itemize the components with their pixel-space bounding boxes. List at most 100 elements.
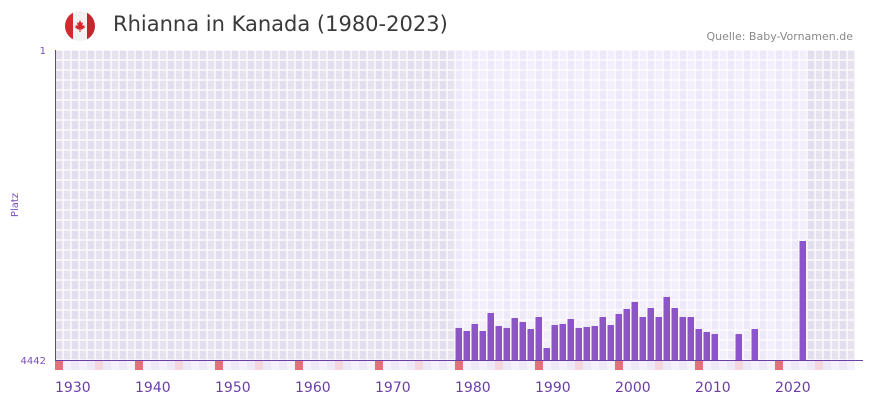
decade-marker <box>335 361 343 370</box>
decade-marker <box>695 361 703 370</box>
year-marker-cell <box>463 361 471 370</box>
year-column <box>479 50 487 360</box>
bar-1994 <box>567 319 574 360</box>
year-column <box>87 50 95 360</box>
year-marker-cell <box>71 361 79 370</box>
bar-1986 <box>503 327 510 360</box>
year-column <box>327 50 335 360</box>
year-column <box>719 50 727 360</box>
year-column <box>151 50 159 360</box>
year-column <box>239 50 247 360</box>
year-column <box>79 50 87 360</box>
year-marker-cell <box>511 361 519 370</box>
decade-marker <box>575 361 583 370</box>
year-column <box>55 50 63 360</box>
x-tick-label: 1960 <box>295 380 331 396</box>
year-column <box>687 50 695 360</box>
bar-1987 <box>511 317 518 360</box>
year-marker-cell <box>63 361 71 370</box>
year-column <box>399 50 407 360</box>
year-marker-cell <box>503 361 511 370</box>
decade-marker <box>415 361 423 370</box>
year-column <box>695 50 703 360</box>
chart-title: Rhianna in Kanada (1980-2023) <box>113 12 448 36</box>
year-column <box>407 50 415 360</box>
decade-marker <box>95 361 103 370</box>
year-column <box>391 50 399 360</box>
year-marker-cell <box>279 361 287 370</box>
year-column <box>255 50 263 360</box>
bar-2009 <box>687 317 694 360</box>
year-marker-cell <box>191 361 199 370</box>
bar-2004 <box>647 307 654 360</box>
year-column <box>199 50 207 360</box>
year-marker-cell <box>823 361 831 370</box>
year-marker-cell <box>327 361 335 370</box>
year-marker-cell <box>151 361 159 370</box>
year-column <box>511 50 519 360</box>
year-marker-cell <box>767 361 775 370</box>
year-column <box>223 50 231 360</box>
year-marker-cell <box>383 361 391 370</box>
year-marker-cell <box>719 361 727 370</box>
year-marker-cell <box>743 361 751 370</box>
year-column <box>135 50 143 360</box>
bar-1988 <box>519 322 526 360</box>
year-column <box>647 50 655 360</box>
year-column <box>279 50 287 360</box>
decade-marker <box>295 361 303 370</box>
year-column <box>519 50 527 360</box>
year-column <box>599 50 607 360</box>
bar-2006 <box>663 296 670 360</box>
year-marker-cell <box>671 361 679 370</box>
year-column <box>231 50 239 360</box>
year-marker-cell <box>359 361 367 370</box>
year-marker-cell <box>439 361 447 370</box>
bar-2001 <box>623 308 630 360</box>
year-marker-cell <box>607 361 615 370</box>
decade-marker <box>655 361 663 370</box>
year-column <box>527 50 535 360</box>
decade-marker <box>495 361 503 370</box>
year-column <box>143 50 151 360</box>
year-marker-cell <box>119 361 127 370</box>
year-column <box>215 50 223 360</box>
year-column <box>335 50 343 360</box>
year-marker-cell <box>239 361 247 370</box>
x-tick-label: 1990 <box>535 380 571 396</box>
year-marker-cell <box>167 361 175 370</box>
bar-2005 <box>655 317 662 360</box>
year-column <box>103 50 111 360</box>
year-marker-cell <box>111 361 119 370</box>
decade-marker <box>215 361 223 370</box>
x-tick-label: 1930 <box>55 380 91 396</box>
year-column <box>535 50 543 360</box>
year-marker-cell <box>319 361 327 370</box>
year-column <box>615 50 623 360</box>
year-marker-cell <box>647 361 655 370</box>
year-column <box>295 50 303 360</box>
decade-marker <box>255 361 263 370</box>
year-column <box>287 50 295 360</box>
year-marker-cell <box>303 361 311 370</box>
x-tick-label: 1950 <box>215 380 251 396</box>
year-column <box>95 50 103 360</box>
year-column <box>319 50 327 360</box>
year-column <box>743 50 751 360</box>
bar-2017 <box>751 329 758 360</box>
year-column <box>543 50 551 360</box>
year-column <box>791 50 799 360</box>
year-column <box>63 50 71 360</box>
year-marker-cell <box>559 361 567 370</box>
year-column <box>759 50 767 360</box>
decade-marker <box>375 361 383 370</box>
decade-marker <box>615 361 623 370</box>
year-marker-cell <box>551 361 559 370</box>
decade-marker <box>455 361 463 370</box>
year-marker-cell <box>159 361 167 370</box>
decade-marker <box>815 361 823 370</box>
bar-1989 <box>527 329 534 360</box>
year-column <box>311 50 319 360</box>
bar-1990 <box>535 317 542 360</box>
